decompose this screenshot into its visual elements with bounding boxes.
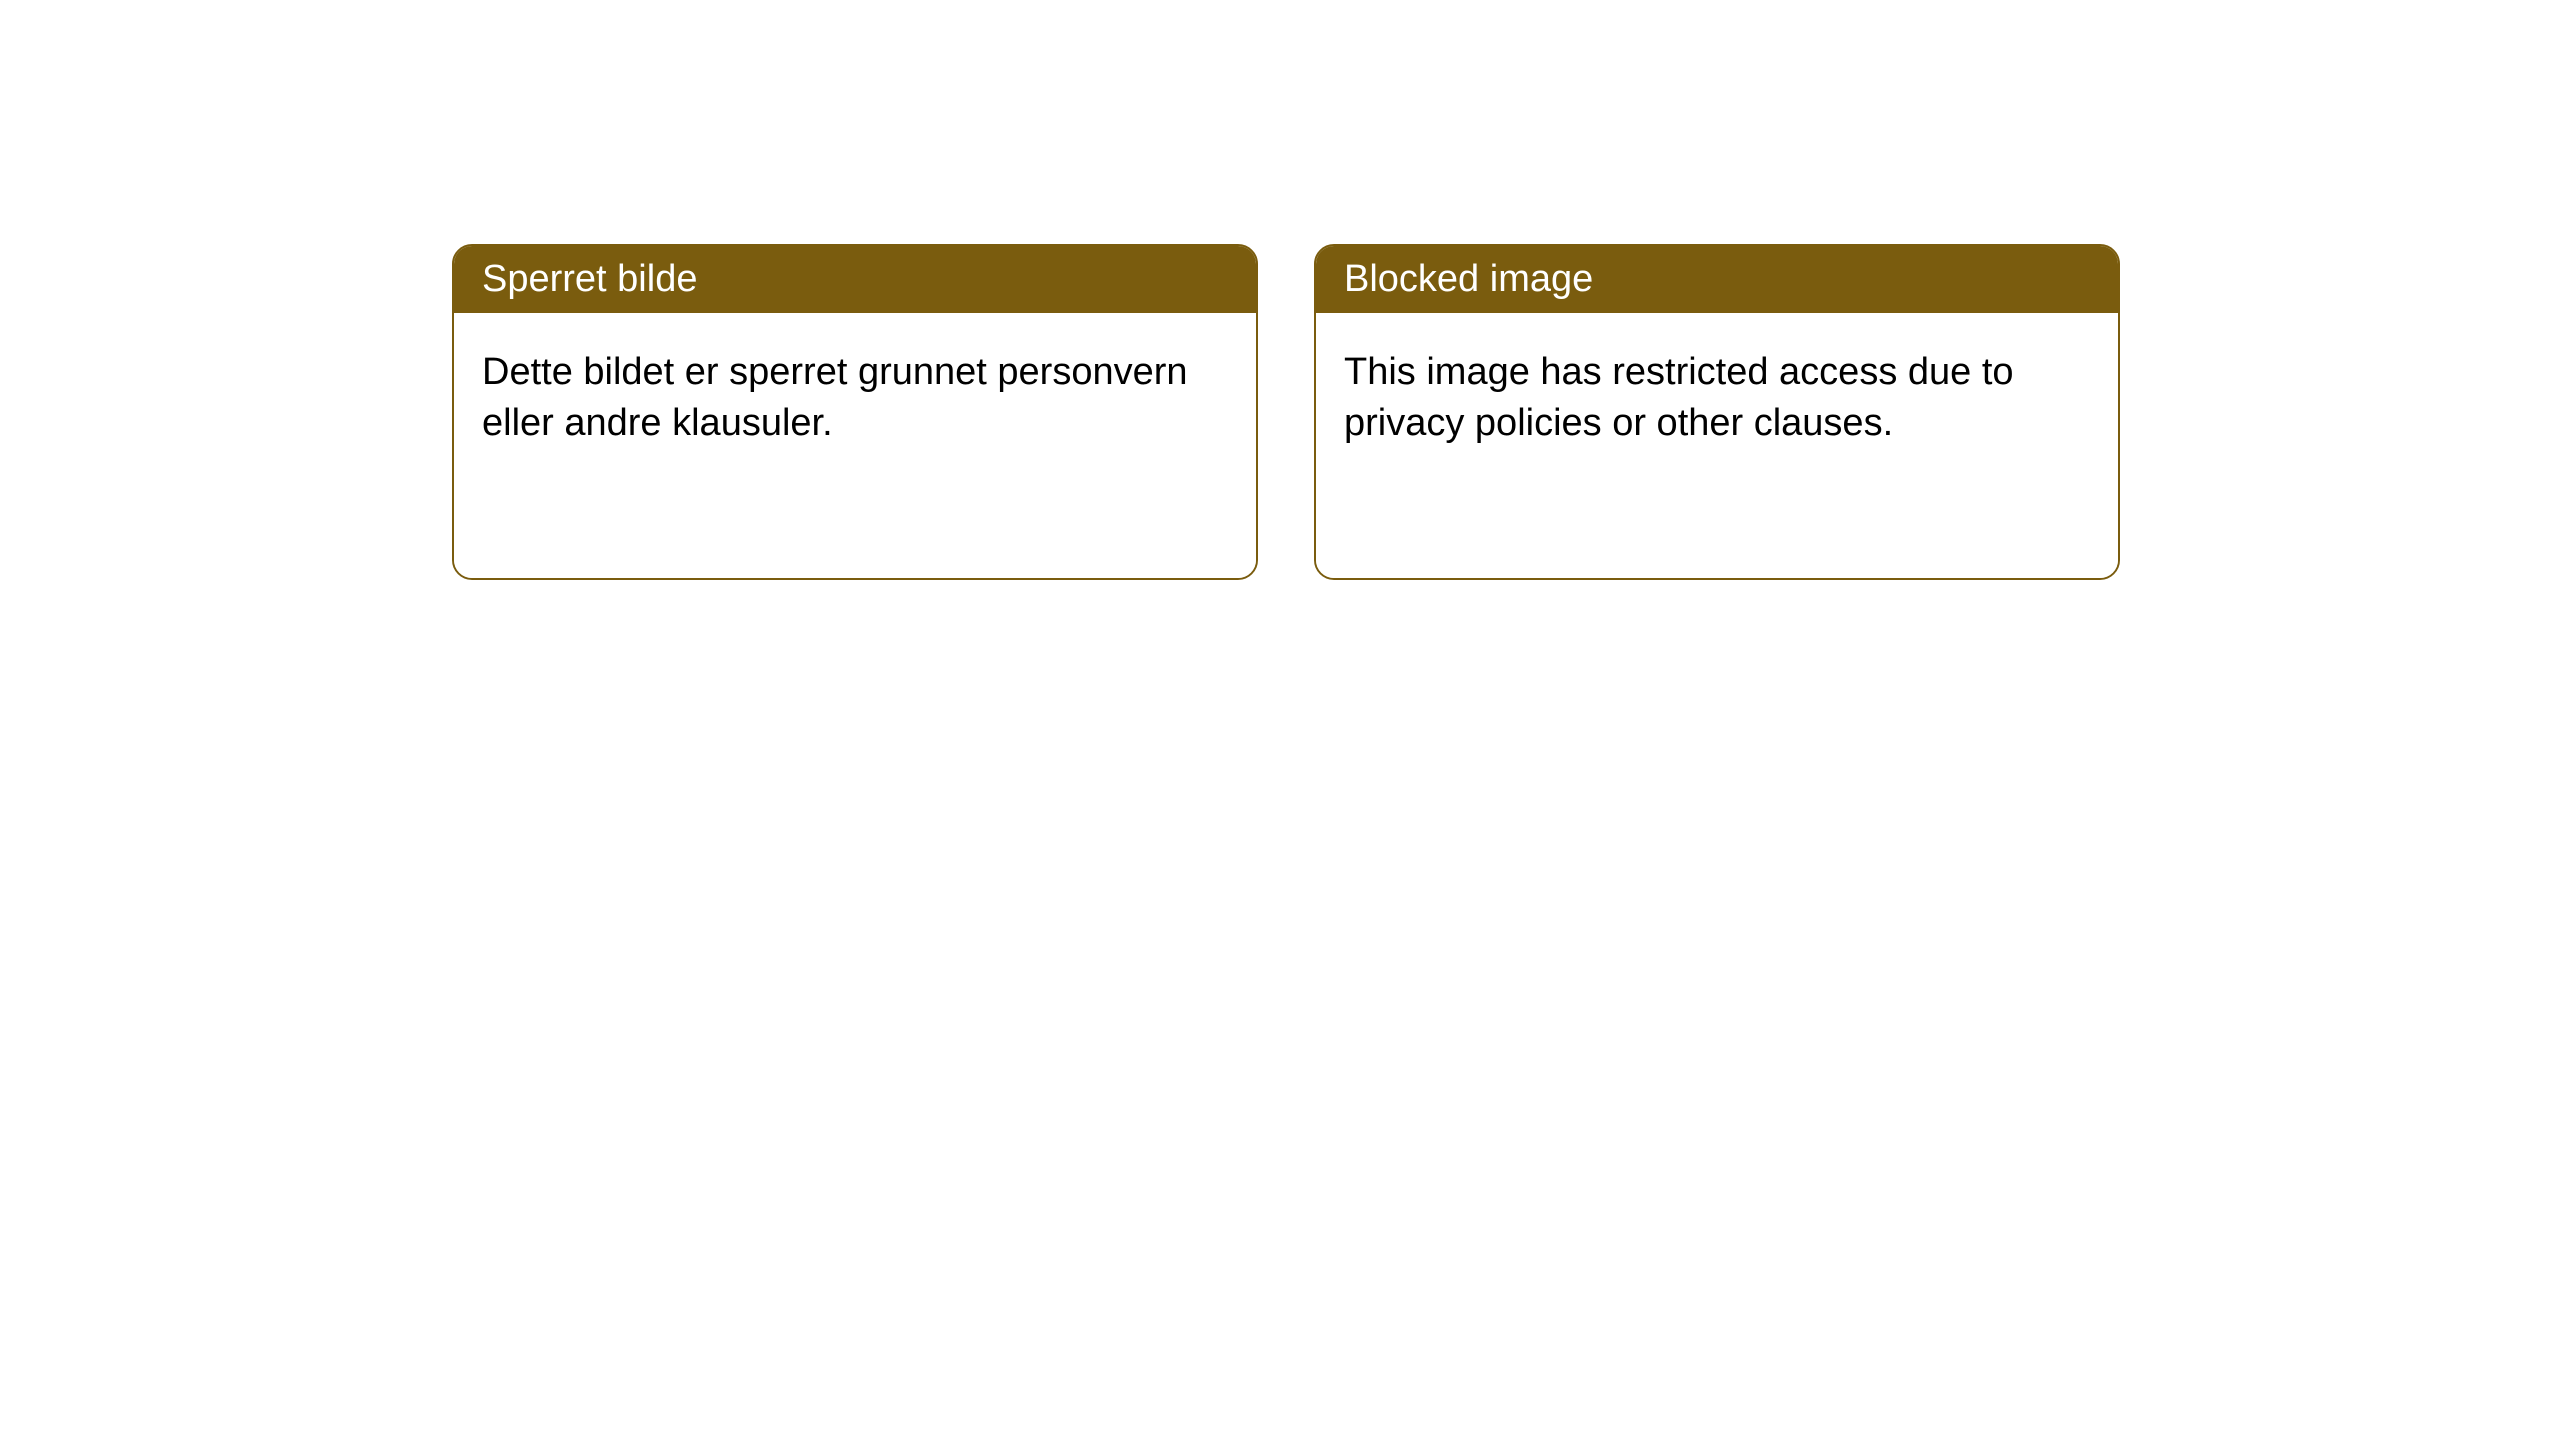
notice-card-norwegian: Sperret bilde Dette bildet er sperret gr…: [452, 244, 1258, 580]
card-title: Sperret bilde: [482, 258, 697, 300]
card-title: Blocked image: [1344, 258, 1593, 300]
card-body-text: Dette bildet er sperret grunnet personve…: [482, 351, 1188, 444]
notice-card-english: Blocked image This image has restricted …: [1314, 244, 2120, 580]
card-body: Dette bildet er sperret grunnet personve…: [454, 313, 1256, 578]
notice-container: Sperret bilde Dette bildet er sperret gr…: [0, 0, 2560, 580]
card-body: This image has restricted access due to …: [1316, 313, 2118, 578]
card-header: Sperret bilde: [454, 246, 1256, 313]
card-body-text: This image has restricted access due to …: [1344, 351, 2014, 444]
card-header: Blocked image: [1316, 246, 2118, 313]
